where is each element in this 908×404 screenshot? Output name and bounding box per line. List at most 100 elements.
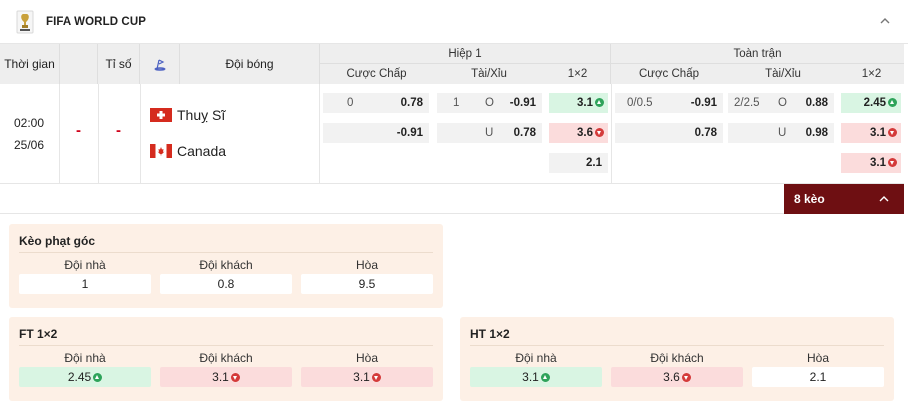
away-team-name: Canada (177, 143, 227, 159)
chevron-up-icon (878, 193, 890, 205)
first-half-1x2-draw[interactable]: 2.1 (549, 153, 608, 173)
away-team[interactable]: Canada (150, 141, 226, 161)
league-header[interactable]: FIFA WORLD CUP (0, 0, 908, 44)
column-full-time-over-under: Tài/Xỉu (765, 68, 801, 80)
odd-value: -0.91 (396, 127, 423, 139)
column-full-time: Toàn trận (611, 44, 904, 64)
league-title: FIFA WORLD CUP (46, 15, 146, 28)
arrow-up-icon (888, 98, 897, 108)
more-bets-bar: 8 kèo (0, 184, 904, 214)
total-line: 2/2.5 (734, 97, 760, 109)
canada-flag-icon (150, 144, 172, 158)
odd-value: 0.78 (513, 127, 536, 139)
draw-label: Hòa (806, 351, 829, 365)
panel-title: Kèo phạt góc (19, 234, 96, 248)
home-label: Đội nhà (64, 258, 106, 272)
first-half-over[interactable]: 1 O -0.91 (437, 93, 542, 113)
odd-value: 2.1 (586, 157, 602, 169)
arrow-down-icon (371, 372, 381, 382)
full-time-over[interactable]: 2/2.5 O 0.88 (728, 93, 834, 113)
arrow-up-icon (93, 372, 103, 382)
panel-title: FT 1×2 (19, 327, 58, 341)
odd-value: 0.78 (694, 127, 717, 139)
arrow-up-icon (595, 98, 604, 108)
odd-value: 3.1 (870, 127, 886, 139)
stadium-icon (140, 44, 180, 84)
away-label: Đội khách (650, 351, 704, 365)
ft-home-odd[interactable]: 2.45 (19, 367, 151, 387)
match-time: 02:00 25/06 (0, 112, 58, 156)
first-half-1x2-home[interactable]: 3.1 (549, 93, 608, 113)
over-label: O (485, 97, 494, 109)
over-label: O (778, 97, 787, 109)
ht-home-odd[interactable]: 3.1 (470, 367, 602, 387)
full-time-under[interactable]: U 0.98 (728, 123, 834, 143)
kickoff-time: 02:00 (13, 116, 45, 130)
more-bets-button[interactable]: 8 kèo (784, 184, 904, 214)
first-half-handicap-home[interactable]: 0 0.78 (323, 93, 429, 113)
table-header: Thời gian Tỉ số Đội bóng Hiệp 1 Cược Chấ… (0, 44, 904, 84)
arrow-down-icon (888, 158, 897, 168)
column-first-half-over-under: Tài/Xỉu (471, 68, 507, 80)
corners-panel: Kèo phạt góc Đội nhà Đội khách Hòa 1 0.8… (9, 224, 443, 308)
away-label: Đội khách (199, 258, 253, 272)
first-half-1x2-away[interactable]: 3.6 (549, 123, 608, 143)
draw-label: Hòa (355, 258, 378, 272)
full-time-1x2-away[interactable]: 3.1 (841, 123, 901, 143)
ft-draw-odd[interactable]: 3.1 (301, 367, 433, 387)
arrow-down-icon (230, 372, 240, 382)
total-line: 1 (453, 97, 460, 109)
chevron-up-icon[interactable] (878, 14, 892, 28)
under-label: U (778, 127, 787, 139)
odd-value: -0.91 (509, 97, 536, 109)
arrow-down-icon (595, 128, 604, 138)
odd-value: 0.98 (805, 127, 828, 139)
arrow-down-icon (681, 372, 691, 382)
more-bets-label: 8 kèo (794, 192, 825, 206)
handicap-line: 0 (347, 97, 354, 109)
odd-value: 3.1 (577, 97, 593, 109)
away-score: - (116, 122, 121, 139)
full-time-1x2-home[interactable]: 2.45 (841, 93, 901, 113)
home-team[interactable]: Thuỵ Sĩ (150, 105, 225, 125)
match-row[interactable]: 02:00 25/06 - - Thuỵ Sĩ Canada 0 0.78 -0… (0, 84, 904, 184)
ft-1x2-panel: FT 1×2 Đội nhà Đội khách Hòa 2.45 3.1 3.… (9, 317, 443, 401)
handicap-line: 0/0.5 (627, 97, 653, 109)
column-team: Đội bóng (180, 44, 320, 84)
odd-value: -0.91 (690, 97, 717, 109)
under-label: U (485, 127, 494, 139)
odd-value: 3.1 (870, 157, 886, 169)
home-label: Đội nhà (64, 351, 106, 365)
draw-label: Hòa (355, 351, 378, 365)
ht-away-odd[interactable]: 3.6 (611, 367, 743, 387)
full-time-handicap-home[interactable]: 0/0.5 -0.91 (615, 93, 723, 113)
odd-value: 0.88 (805, 97, 828, 109)
column-full-time-1x2: 1×2 (861, 68, 882, 80)
ht-draw-odd[interactable]: 2.1 (752, 367, 884, 387)
column-blank (60, 44, 98, 84)
arrow-up-icon (540, 372, 550, 382)
arrow-down-icon (888, 128, 897, 138)
corners-home-odd[interactable]: 1 (19, 274, 151, 294)
switzerland-flag-icon (150, 108, 172, 122)
odd-value: 3.6 (577, 127, 593, 139)
home-team-name: Thuỵ Sĩ (177, 107, 226, 123)
column-first-half: Hiệp 1 (320, 44, 611, 64)
extra-markets: Kèo phạt góc Đội nhà Đội khách Hòa 1 0.8… (0, 214, 904, 404)
away-label: Đội khách (199, 351, 253, 365)
panel-title: HT 1×2 (470, 327, 510, 341)
kickoff-date: 25/06 (13, 138, 45, 152)
full-time-handicap-away[interactable]: 0.78 (615, 123, 723, 143)
column-full-time-handicap: Cược Chấp (639, 68, 699, 80)
column-score: Tỉ số (98, 44, 140, 84)
ft-away-odd[interactable]: 3.1 (160, 367, 292, 387)
home-score: - (76, 122, 81, 139)
full-time-1x2-draw[interactable]: 3.1 (841, 153, 901, 173)
ht-1x2-panel: HT 1×2 Đội nhà Đội khách Hòa 3.1 3.6 2.1 (460, 317, 894, 401)
column-first-half-handicap: Cược Chấp (346, 68, 407, 80)
corners-draw-odd[interactable]: 9.5 (301, 274, 433, 294)
first-half-handicap-away[interactable]: -0.91 (323, 123, 429, 143)
first-half-under[interactable]: U 0.78 (437, 123, 542, 143)
corners-away-odd[interactable]: 0.8 (160, 274, 292, 294)
column-time: Thời gian (0, 44, 60, 84)
